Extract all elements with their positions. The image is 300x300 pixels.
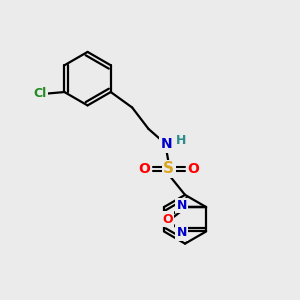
Text: O: O (138, 162, 150, 176)
Text: O: O (162, 213, 173, 226)
Text: N: N (177, 199, 187, 212)
Text: S: S (163, 161, 174, 176)
Text: Cl: Cl (33, 87, 46, 100)
Text: N: N (160, 137, 172, 152)
Text: N: N (177, 226, 187, 239)
Text: O: O (187, 162, 199, 176)
Text: H: H (176, 134, 186, 147)
